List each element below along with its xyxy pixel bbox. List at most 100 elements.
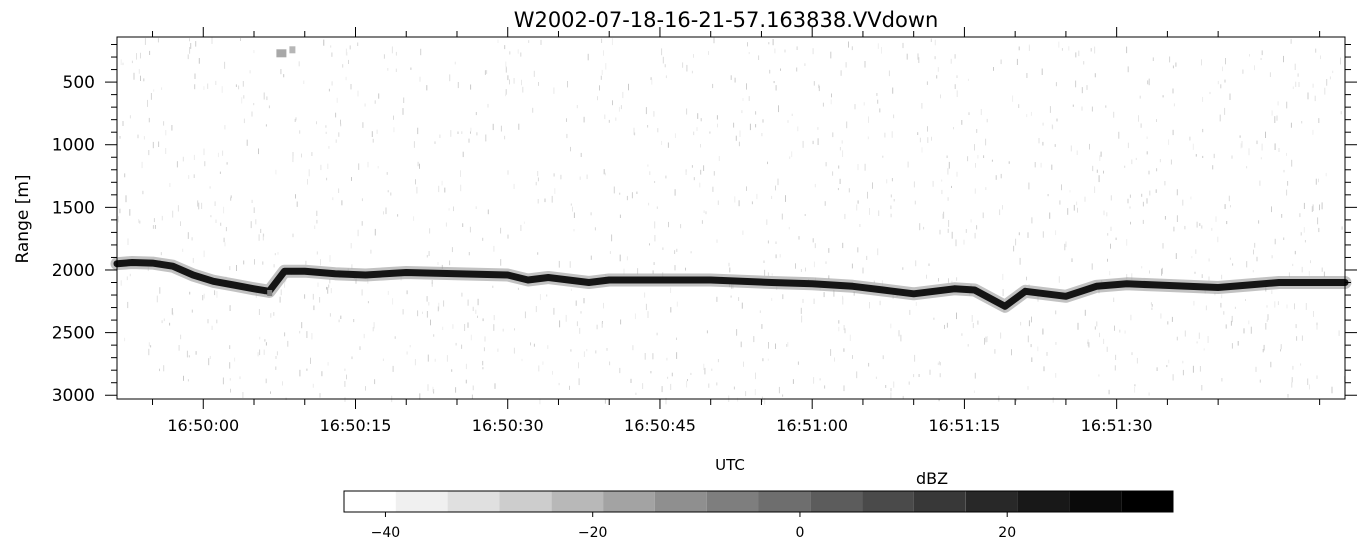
noise-speck — [841, 140, 843, 144]
noise-speck — [1331, 386, 1333, 394]
noise-speck — [872, 182, 873, 189]
noise-speck — [566, 133, 568, 139]
noise-speck — [224, 125, 226, 130]
noise-speck — [1169, 56, 1171, 63]
noise-speck — [191, 309, 193, 313]
colorbar-segment — [603, 491, 655, 512]
noise-speck — [494, 383, 496, 389]
noise-speck — [514, 328, 515, 331]
noise-speck — [652, 353, 654, 360]
noise-speck — [735, 135, 737, 141]
noise-speck — [1329, 76, 1331, 80]
noise-speck — [1019, 257, 1021, 265]
noise-speck — [358, 163, 360, 170]
x-tick-label: 16:50:45 — [624, 416, 696, 435]
noise-speck — [755, 124, 757, 128]
noise-speck — [331, 81, 333, 86]
noise-speck — [386, 172, 388, 175]
noise-speck — [1103, 170, 1104, 174]
noise-speck — [487, 209, 489, 215]
noise-speck — [299, 330, 301, 334]
noise-speck — [363, 333, 365, 339]
noise-speck — [1131, 352, 1133, 356]
noise-speck — [653, 262, 655, 265]
noise-speck — [948, 161, 950, 169]
noise-speck — [1230, 320, 1232, 326]
noise-speck — [734, 196, 736, 203]
noise-speck — [1231, 315, 1233, 323]
noise-speck — [1049, 212, 1051, 219]
noise-speck — [251, 199, 253, 203]
noise-speck — [942, 213, 944, 219]
noise-speck — [828, 248, 830, 253]
noise-speck — [357, 42, 359, 46]
noise-speck — [455, 342, 457, 346]
y-axis-label: Range [m] — [13, 174, 33, 263]
noise-speck — [305, 260, 307, 265]
noise-speck — [1224, 204, 1226, 209]
noise-speck — [1245, 299, 1246, 301]
noise-speck — [691, 70, 693, 74]
noise-speck — [210, 215, 212, 218]
noise-speck — [674, 250, 676, 254]
noise-speck — [1161, 268, 1163, 276]
noise-speck — [154, 225, 156, 229]
noise-speck — [877, 248, 879, 256]
noise-speck — [917, 132, 919, 135]
noise-speck — [622, 91, 624, 99]
noise-speck — [950, 58, 952, 64]
noise-speck — [1221, 294, 1223, 299]
noise-speck — [280, 289, 282, 296]
noise-speck — [1018, 104, 1020, 108]
noise-speck — [539, 398, 541, 405]
noise-speck — [881, 280, 883, 286]
noise-speck — [919, 137, 921, 143]
noise-speck — [1287, 394, 1289, 398]
noise-speck — [927, 126, 928, 132]
noise-speck — [1099, 332, 1100, 338]
noise-speck — [246, 139, 248, 146]
noise-speck — [1052, 397, 1054, 403]
noise-speck — [687, 379, 688, 382]
noise-speck — [631, 192, 633, 199]
noise-speck — [974, 232, 976, 239]
noise-speck — [372, 327, 374, 332]
noise-speck — [857, 200, 859, 204]
noise-speck — [1321, 202, 1323, 210]
noise-speck — [433, 334, 435, 337]
noise-speck — [1182, 360, 1184, 364]
noise-speck — [406, 290, 408, 295]
noise-speck — [941, 179, 943, 182]
noise-speck — [867, 191, 868, 199]
noise-speck — [822, 102, 824, 107]
noise-speck — [283, 74, 285, 78]
noise-speck — [346, 374, 347, 380]
noise-speck — [395, 68, 397, 72]
noise-speck — [774, 48, 776, 54]
noise-speck — [224, 61, 226, 69]
noise-speck — [1286, 189, 1288, 196]
noise-speck — [1191, 256, 1193, 259]
noise-speck — [1000, 59, 1002, 65]
noise-speck — [619, 192, 621, 195]
noise-speck — [394, 336, 396, 339]
noise-speck — [1055, 82, 1057, 87]
noise-speck — [746, 83, 747, 90]
noise-speck — [618, 106, 620, 112]
noise-speck — [1160, 313, 1162, 319]
noise-speck — [274, 253, 276, 256]
noise-speck — [275, 356, 277, 359]
noise-speck — [344, 368, 346, 371]
noise-speck — [599, 85, 600, 91]
noise-speck — [1034, 162, 1036, 168]
noise-speck — [831, 93, 832, 98]
noise-speck — [974, 144, 975, 151]
noise-speck — [461, 292, 463, 297]
noise-speck — [634, 132, 636, 136]
noise-speck — [946, 155, 948, 158]
noise-speck — [700, 144, 701, 148]
noise-speck — [462, 223, 464, 227]
noise-speck — [907, 161, 909, 168]
noise-speck — [742, 230, 744, 235]
